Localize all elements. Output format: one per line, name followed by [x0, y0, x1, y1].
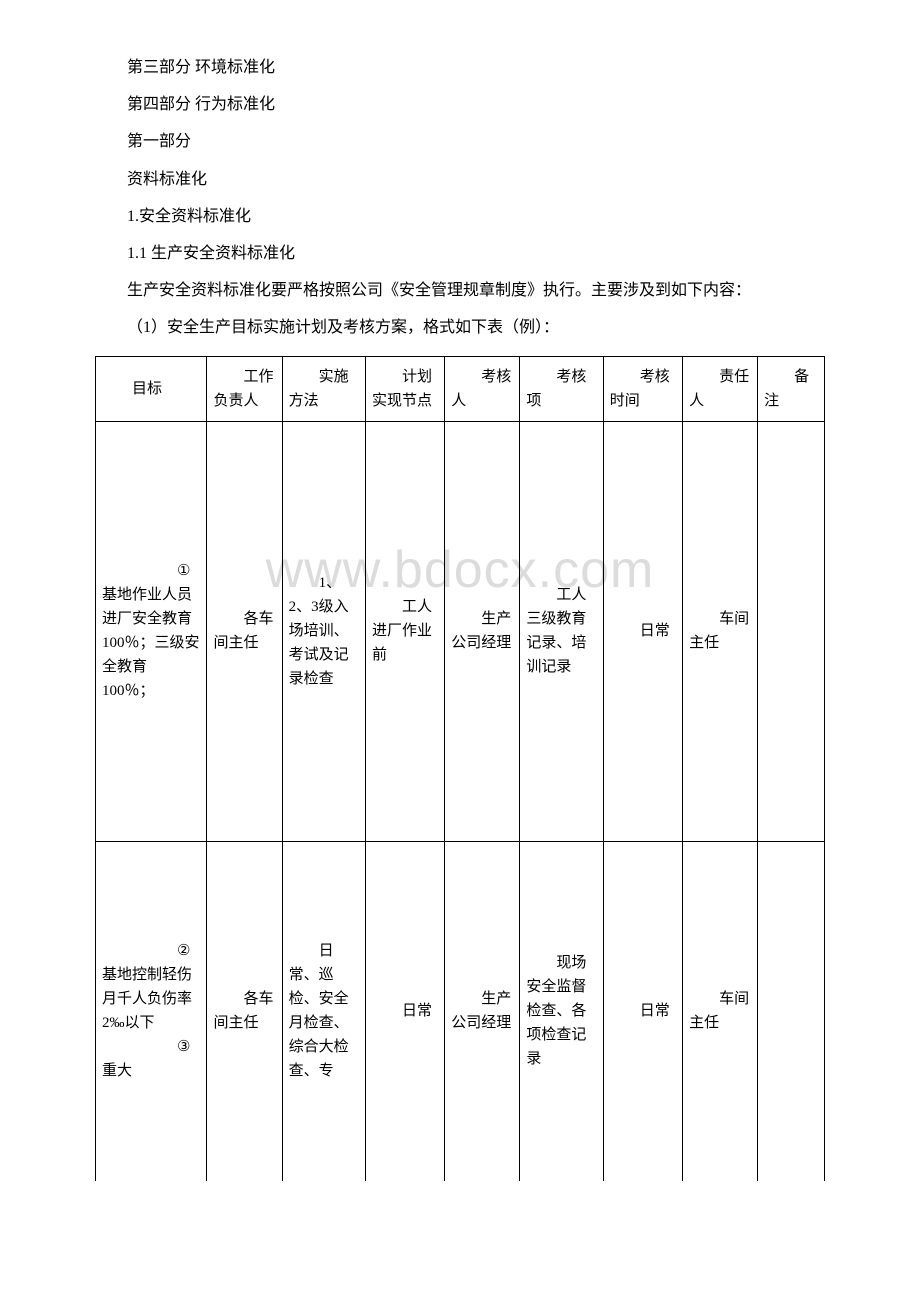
cell-assessor-1: 生产公司经理 [445, 421, 520, 841]
paragraph-4: 资料标准化 [95, 162, 825, 197]
cell-node-2: 日常 [366, 841, 445, 1181]
header-cell-remark: 备注 [758, 356, 825, 421]
table-row: ① 基地作业人员进厂安全教育100％；三级安全教育 100％； 各车间主任 1、… [96, 421, 825, 841]
cell-node-1: 工人进厂作业前 [366, 421, 445, 841]
cell-liable-1: 车间主任 [683, 421, 758, 841]
header-cell-responsible: 工作负责人 [207, 356, 282, 421]
cell-liable-2: 车间主任 [683, 841, 758, 1181]
cell-time-1: 日常 [603, 421, 682, 841]
paragraph-5: 1.安全资料标准化 [95, 199, 825, 234]
paragraph-3: 第一部分 [95, 124, 825, 159]
document-content: 第三部分 环境标准化 第四部分 行为标准化 第一部分 资料标准化 1.安全资料标… [95, 50, 825, 1181]
header-cell-method: 实施方法 [282, 356, 365, 421]
cell-target-1: ① 基地作业人员进厂安全教育100％；三级安全教育 100％； [96, 421, 207, 841]
cell-responsible-1: 各车间主任 [207, 421, 282, 841]
assessment-table: 目标 工作负责人 实施方法 计划实现节点 考核人 考核项 考核时间 责任人 备注… [95, 356, 825, 1182]
paragraph-8: （1）安全生产目标实施计划及考核方案，格式如下表（例）： [95, 310, 825, 345]
cell-target-2: ② 基地控制轻伤月千人负伤率2‰以下 ③ 重大 [96, 841, 207, 1181]
table-header-row: 目标 工作负责人 实施方法 计划实现节点 考核人 考核项 考核时间 责任人 备注 [96, 356, 825, 421]
header-cell-liable: 责任人 [683, 356, 758, 421]
cell-method-2: 日常、巡检、安全月检查、综合大检查、专 [282, 841, 365, 1181]
cell-time-2: 日常 [603, 841, 682, 1181]
paragraph-1: 第三部分 环境标准化 [95, 50, 825, 85]
header-cell-assessor: 考核人 [445, 356, 520, 421]
cell-method-1: 1、2、3级入场培训、考试及记录检查 [282, 421, 365, 841]
cell-item-2: 现场安全监督检查、各项检查记录 [520, 841, 603, 1181]
header-cell-target: 目标 [96, 356, 207, 421]
cell-remark-2 [758, 841, 825, 1181]
cell-assessor-2: 生产公司经理 [445, 841, 520, 1181]
paragraph-2: 第四部分 行为标准化 [95, 87, 825, 122]
paragraph-6: 1.1 生产安全资料标准化 [95, 236, 825, 271]
cell-responsible-2: 各车间主任 [207, 841, 282, 1181]
cell-item-1: 工人三级教育记录、培训记录 [520, 421, 603, 841]
header-cell-time: 考核时间 [603, 356, 682, 421]
cell-remark-1 [758, 421, 825, 841]
header-cell-item: 考核项 [520, 356, 603, 421]
table-row: ② 基地控制轻伤月千人负伤率2‰以下 ③ 重大 各车间主任 日常、巡检、安全月检… [96, 841, 825, 1181]
paragraph-7: 生产安全资料标准化要严格按照公司《安全管理规章制度》执行。主要涉及到如下内容： [95, 273, 825, 308]
header-cell-node: 计划实现节点 [366, 356, 445, 421]
